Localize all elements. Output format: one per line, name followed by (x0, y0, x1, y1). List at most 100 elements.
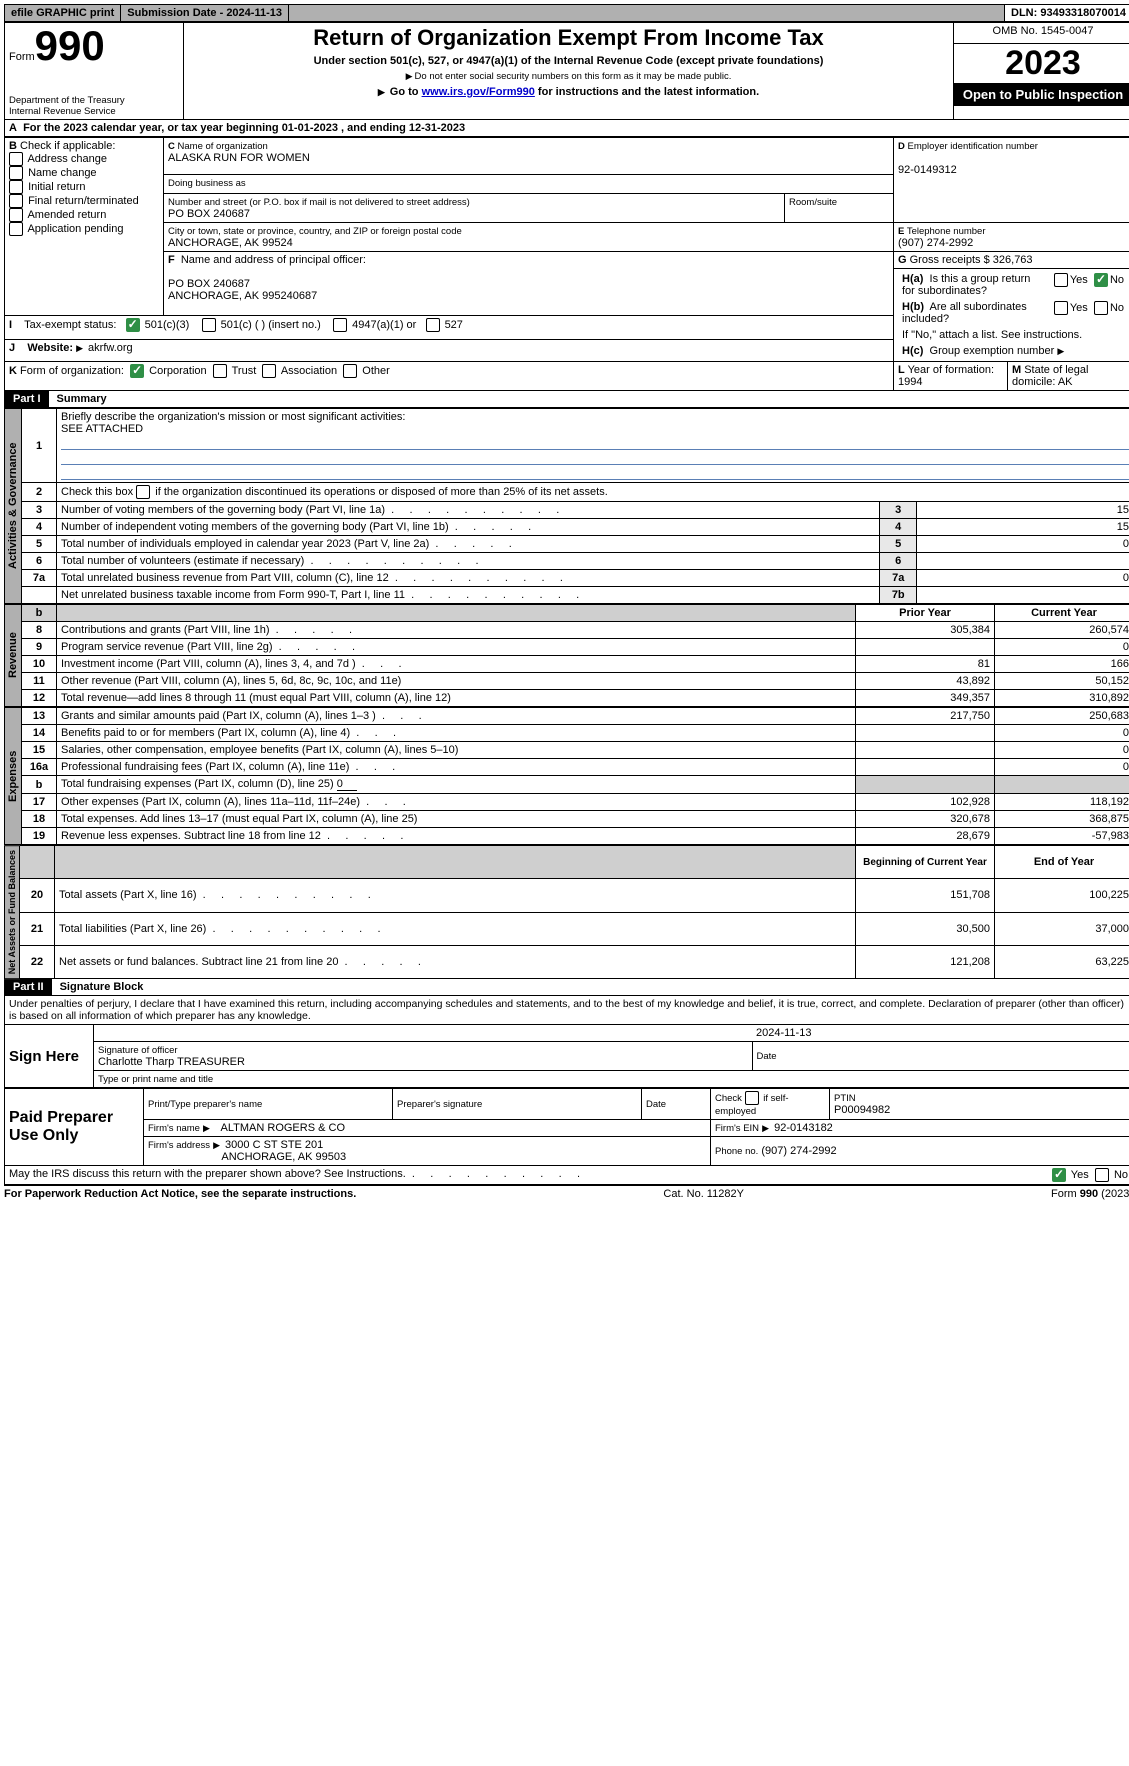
chk-address-change[interactable] (9, 152, 23, 166)
tab-netassets: Net Assets or Fund Balances (4, 845, 20, 979)
col-boy: Beginning of Current Year (856, 846, 995, 879)
chk-discuss-yes[interactable] (1052, 1168, 1066, 1182)
c9: 0 (995, 639, 1129, 656)
c16a: 0 (995, 759, 1129, 776)
p13: 217,750 (856, 708, 995, 725)
c11: 50,152 (995, 673, 1129, 690)
part1-header: Part ISummary (4, 391, 1129, 408)
street: PO BOX 240687 (168, 208, 250, 220)
year-formation: 1994 (898, 376, 922, 388)
sign-here-block: Sign Here 2024-11-13 Signature of office… (4, 1025, 1129, 1088)
chk-527[interactable] (426, 318, 440, 332)
col-prior: Prior Year (856, 605, 995, 622)
chk-assoc[interactable] (262, 364, 276, 378)
ssn-note: Do not enter social security numbers on … (188, 71, 949, 82)
chk-hb-no[interactable] (1094, 301, 1108, 315)
e22: 63,225 (995, 945, 1129, 978)
tab-revenue: Revenue (4, 604, 22, 707)
firm-addr2: ANCHORAGE, AK 99503 (221, 1151, 346, 1163)
pra-notice: For Paperwork Reduction Act Notice, see … (4, 1188, 356, 1200)
e21: 37,000 (995, 912, 1129, 945)
v5: 0 (917, 536, 1129, 553)
officer-addr1: PO BOX 240687 (168, 278, 250, 290)
p11: 43,892 (856, 673, 995, 690)
chk-app-pending[interactable] (9, 222, 23, 236)
chk-initial-return[interactable] (9, 180, 23, 194)
chk-discuss-no[interactable] (1095, 1168, 1109, 1182)
chk-4947[interactable] (333, 318, 347, 332)
chk-self-employed[interactable] (745, 1091, 759, 1105)
ein: 92-0149312 (898, 164, 957, 176)
chk-hb-yes[interactable] (1054, 301, 1068, 315)
dept-treasury: Department of the Treasury (9, 95, 179, 106)
b22: 121,208 (856, 945, 995, 978)
form-title: Return of Organization Exempt From Incom… (188, 25, 949, 51)
chk-trust[interactable] (213, 364, 227, 378)
p15 (856, 742, 995, 759)
form-number: Form990 (9, 25, 179, 67)
chk-other[interactable] (343, 364, 357, 378)
efile-print-btn[interactable]: efile GRAPHIC print (5, 5, 121, 21)
v4: 15 (917, 519, 1129, 536)
form990-link[interactable]: www.irs.gov/Form990 (422, 86, 535, 98)
firm-phone: (907) 274-2992 (761, 1145, 836, 1157)
e20: 100,225 (995, 879, 1129, 912)
c15: 0 (995, 742, 1129, 759)
chk-ha-no[interactable] (1094, 273, 1108, 287)
c12: 310,892 (995, 690, 1129, 707)
c8: 260,574 (995, 622, 1129, 639)
c18: 368,875 (995, 811, 1129, 828)
goto-line: Go to www.irs.gov/Form990 for instructio… (188, 86, 949, 98)
chk-corp[interactable] (130, 364, 144, 378)
org-name: ALASKA RUN FOR WOMEN (168, 152, 310, 164)
domicile: AK (1058, 376, 1073, 388)
firm-name: ALTMAN ROGERS & CO (221, 1122, 345, 1134)
v7a: 0 (917, 570, 1129, 587)
part2-header: Part IISignature Block (4, 979, 1129, 996)
p10: 81 (856, 656, 995, 673)
line-a: A For the 2023 calendar year, or tax yea… (4, 120, 1129, 137)
p8: 305,384 (856, 622, 995, 639)
city-state-zip: ANCHORAGE, AK 99524 (168, 237, 293, 249)
telephone: (907) 274-2992 (898, 237, 973, 249)
p19: 28,679 (856, 828, 995, 845)
p12: 349,357 (856, 690, 995, 707)
tax-year: 2023 (954, 44, 1129, 83)
mission: SEE ATTACHED (61, 423, 143, 435)
chk-501c[interactable] (202, 318, 216, 332)
preparer-block: Paid Preparer Use Only Print/Type prepar… (4, 1088, 1129, 1166)
v3: 15 (917, 502, 1129, 519)
v6 (917, 553, 1129, 570)
chk-amended-return[interactable] (9, 208, 23, 222)
col-current: Current Year (995, 605, 1129, 622)
chk-discontinued[interactable] (136, 485, 150, 499)
dba-label: Doing business as (168, 178, 246, 189)
ptin: P00094982 (834, 1104, 890, 1116)
b21: 30,500 (856, 912, 995, 945)
footer: For Paperwork Reduction Act Notice, see … (4, 1185, 1129, 1200)
perjury: Under penalties of perjury, I declare th… (4, 996, 1129, 1025)
col-eoy: End of Year (995, 846, 1129, 879)
form-footer: Form 990 (2023) (1051, 1188, 1129, 1200)
website: akrfw.org (88, 342, 133, 354)
p16a (856, 759, 995, 776)
firm-ein: 92-0143182 (774, 1122, 833, 1134)
firm-addr1: 3000 C ST STE 201 (225, 1139, 323, 1151)
entity-block: B Check if applicable: Address change Na… (4, 137, 1129, 391)
tab-expenses: Expenses (4, 707, 22, 845)
chk-final-return[interactable] (9, 194, 23, 208)
c14: 0 (995, 725, 1129, 742)
chk-ha-yes[interactable] (1054, 273, 1068, 287)
chk-name-change[interactable] (9, 166, 23, 180)
top-bar: efile GRAPHIC print Submission Date - 20… (4, 4, 1129, 22)
c13: 250,683 (995, 708, 1129, 725)
irs: Internal Revenue Service (9, 106, 179, 117)
sign-here-label: Sign Here (5, 1025, 94, 1088)
p9 (856, 639, 995, 656)
chk-501c3[interactable] (126, 318, 140, 332)
officer-addr2: ANCHORAGE, AK 995240687 (168, 290, 317, 302)
p18: 320,678 (856, 811, 995, 828)
p14 (856, 725, 995, 742)
open-inspection: Open to Public Inspection (954, 83, 1129, 106)
paid-preparer-label: Paid Preparer Use Only (5, 1089, 144, 1166)
